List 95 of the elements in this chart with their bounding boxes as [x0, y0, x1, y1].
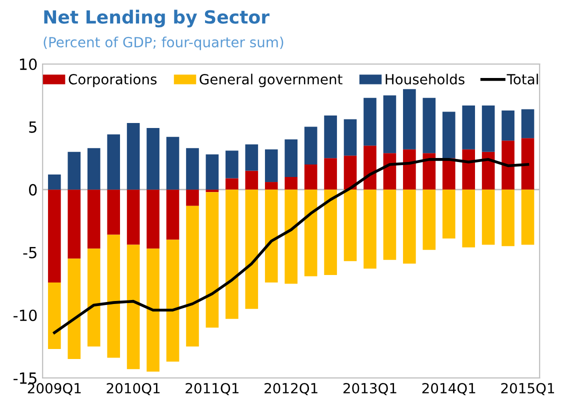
x-tick-label: 2012Q1: [264, 383, 318, 396]
bar: [304, 190, 318, 276]
bar: [264, 149, 278, 182]
bar: [206, 190, 219, 192]
bar: [186, 190, 199, 206]
bar: [284, 139, 298, 178]
bar: [324, 115, 337, 158]
bar: [482, 190, 495, 245]
x-tick-label: 2015Q1: [501, 383, 554, 396]
bar: [442, 190, 456, 239]
x-tick-label: 2013Q1: [343, 383, 396, 396]
bar: [226, 190, 238, 319]
bar: [87, 190, 100, 249]
chart-subtitle: (Percent of GDP; four-quarter sum): [44, 36, 284, 50]
legend-label: Total: [506, 74, 538, 84]
bar: [87, 248, 100, 347]
bar: [442, 112, 456, 158]
bar: [226, 178, 238, 190]
bar: [166, 136, 180, 190]
bar: [146, 190, 160, 249]
bar: [383, 190, 396, 260]
bar: [264, 182, 278, 190]
bar: [462, 149, 476, 190]
bar: [344, 190, 357, 262]
bar: [304, 126, 318, 164]
bar: [364, 190, 376, 269]
bar: [126, 123, 140, 190]
bar: [48, 282, 61, 350]
y-tick-label: 10: [20, 58, 37, 70]
bar: [364, 98, 376, 146]
bar: [284, 177, 298, 190]
bar: [304, 164, 318, 190]
bar: [48, 174, 61, 190]
bar: [403, 149, 416, 190]
bar: [521, 138, 534, 190]
bar: [48, 190, 61, 282]
bar: [383, 153, 396, 190]
bar: [422, 190, 436, 250]
bar: [126, 244, 140, 370]
bar: [68, 258, 81, 360]
bar: [146, 248, 160, 372]
bar: [87, 148, 100, 190]
bar: [442, 158, 456, 190]
x-tick-label: 2014Q1: [422, 383, 476, 396]
bar: [462, 105, 476, 150]
bar: [344, 119, 357, 156]
y-tick-label: -15: [14, 372, 36, 384]
bar: [403, 89, 416, 150]
legend-label: Corporations: [68, 74, 157, 88]
y-tick-label: -5: [23, 247, 36, 258]
bar: [206, 154, 219, 190]
bar: [186, 148, 199, 190]
line-series: [53, 158, 530, 334]
bar: [422, 98, 436, 154]
bar: [482, 152, 495, 190]
bar: [521, 109, 534, 138]
bar: [482, 105, 495, 152]
bar: [284, 190, 298, 284]
y-tick-label: 5: [29, 121, 36, 133]
bar: [502, 110, 514, 141]
bar: [68, 152, 81, 190]
bar: [324, 158, 337, 190]
bar: [107, 234, 120, 358]
bar: [502, 140, 514, 190]
bar: [403, 190, 416, 264]
bar: [166, 190, 180, 240]
bar: [245, 170, 258, 190]
bar: [383, 95, 396, 154]
y-tick-label: -10: [14, 310, 37, 322]
bar: [126, 190, 140, 245]
bar: [502, 190, 514, 246]
bar: [462, 190, 476, 248]
bar: [324, 190, 337, 275]
x-tick-label: 2011Q1: [186, 383, 238, 396]
y-tick-label: 0: [29, 184, 37, 196]
legend-label: General government: [200, 74, 342, 88]
bar: [107, 134, 120, 190]
bar: [166, 240, 180, 362]
bar: [226, 150, 238, 178]
bar: [245, 144, 258, 171]
bar: [68, 190, 81, 259]
bar: [245, 190, 258, 309]
bar: [521, 190, 534, 245]
bar: [186, 206, 199, 347]
bar: [264, 190, 278, 282]
legend-label: Households: [386, 74, 464, 84]
bar: [422, 153, 436, 190]
chart-title: Net Lending by Sector: [44, 10, 270, 28]
bar: [206, 192, 219, 328]
bar: [364, 146, 376, 190]
x-tick-label: 2010Q1: [106, 383, 160, 396]
bar: [107, 190, 120, 235]
bar: [146, 128, 160, 190]
bar: [344, 156, 357, 190]
x-tick-label: 2009Q1: [28, 383, 81, 396]
